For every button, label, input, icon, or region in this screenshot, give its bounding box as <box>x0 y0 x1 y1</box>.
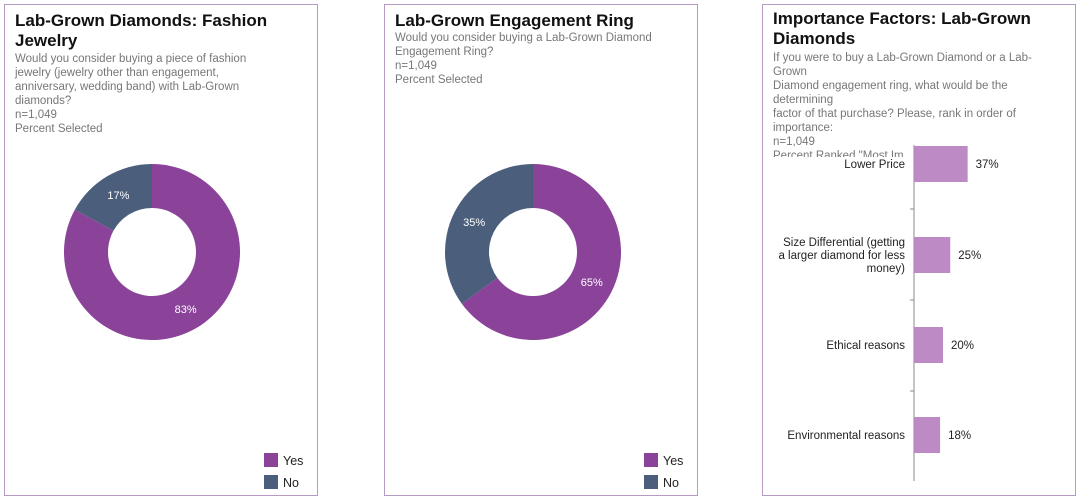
legend-swatch-no <box>264 475 278 489</box>
bar-value-label: 25% <box>958 250 981 262</box>
legend-swatch-yes <box>644 453 658 467</box>
legend-swatch-yes <box>264 453 278 467</box>
donut-slice-yes <box>64 164 240 340</box>
bar <box>914 146 968 182</box>
bar-value-label: 20% <box>951 340 974 352</box>
bar <box>914 237 951 273</box>
bar <box>914 417 941 453</box>
bar-value-label: 18% <box>948 430 971 442</box>
fashion-jewelry-panel: Lab-Grown Diamonds: Fashion Jewelry Woul… <box>4 4 318 496</box>
chart-title: Importance Factors: Lab-Grown Diamonds <box>773 9 1031 48</box>
bar-chart-importance: 37% Lower Price 25% Size Differential (gett… <box>778 145 999 481</box>
legend-label-no: No <box>283 476 299 490</box>
donut-chart-fashion: 83% 17% Yes No <box>64 164 303 490</box>
chart-title: Lab-Grown Diamonds: Fashion Jewelry <box>15 11 268 50</box>
category-label: Environmental reasons <box>787 430 905 442</box>
donut-slice-yes <box>461 164 621 340</box>
importance-factors-panel: Importance Factors: Lab-Grown Diamonds I… <box>762 4 1076 496</box>
slice-value-label: 83% <box>175 304 197 316</box>
donut-slice-no <box>74 164 152 231</box>
slice-value-label: 65% <box>581 277 603 289</box>
legend-label-yes: Yes <box>283 454 303 468</box>
chart-title: Lab-Grown Engagement Ring <box>395 11 634 30</box>
slice-value-label: 17% <box>107 190 129 202</box>
category-label: Lower Price <box>844 159 905 171</box>
category-label: Ethical reasons <box>826 340 905 352</box>
legend-swatch-no <box>644 475 658 489</box>
chart-subtitle: Would you consider buying a Lab-Grown Di… <box>395 32 652 86</box>
category-label: Size Differential (getting a larger diamo… <box>778 237 905 275</box>
chart-subtitle: Would you consider buying a piece of fas… <box>15 53 247 135</box>
bar-value-label: 37% <box>976 159 999 171</box>
bar <box>914 327 943 363</box>
slice-value-label: 35% <box>463 217 485 229</box>
legend-label-yes: Yes <box>663 454 683 468</box>
engagement-ring-panel: Lab-Grown Engagement Ring Would you cons… <box>384 4 698 496</box>
chart-subtitle: If you were to buy a Lab-Grown Diamond o… <box>773 52 1032 157</box>
donut-slice-no <box>445 164 533 304</box>
donut-chart-engagement: 65% 35% Yes No <box>445 164 683 490</box>
legend-label-no: No <box>663 476 679 490</box>
